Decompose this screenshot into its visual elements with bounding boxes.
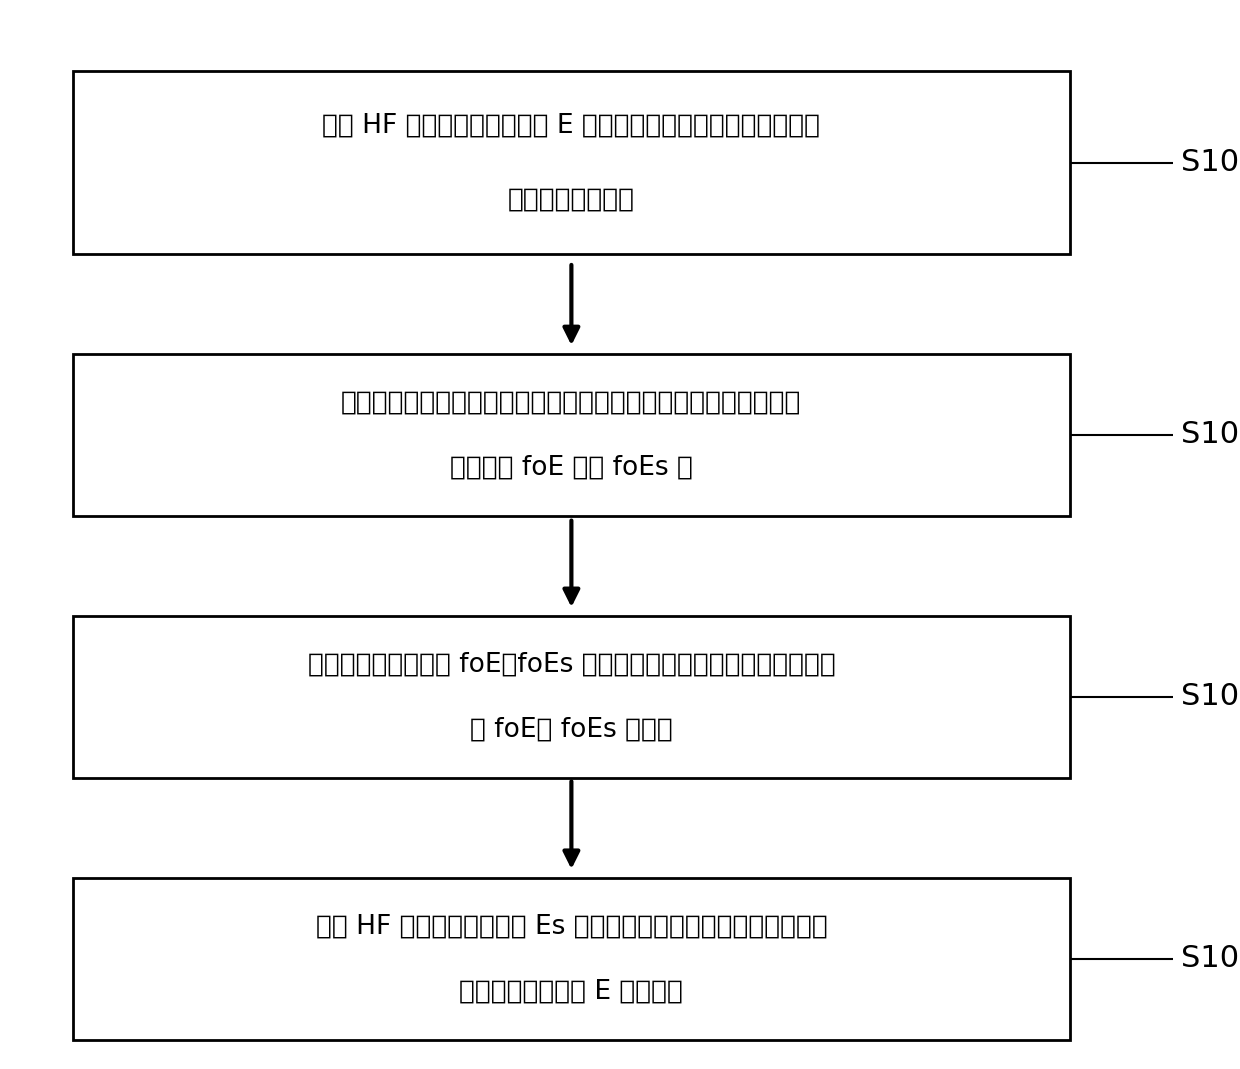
Bar <box>73 71 1070 254</box>
Text: S101: S101 <box>1182 149 1240 177</box>
Text: 根据 HF 链路经纬度计算该链 E 层屏蔽和路大圆距离、反射点位置: 根据 HF 链路经纬度计算该链 E 层屏蔽和路大圆距离、反射点位置 <box>322 113 821 139</box>
Text: 处垂测的 foE 值和 foEs 值: 处垂测的 foE 值和 foEs 值 <box>450 454 693 480</box>
Text: 根据 HF 通信特点来确定强 Es 发生条件，计算反射点处的电离层吸: 根据 HF 通信特点来确定强 Es 发生条件，计算反射点处的电离层吸 <box>315 913 827 940</box>
Bar <box>73 878 1070 1040</box>
Bar <box>73 616 1070 778</box>
Text: 根据反射点处电离层垂直探测图和电离层斜向探测图，获取反射点: 根据反射点处电离层垂直探测图和电离层斜向探测图，获取反射点 <box>341 389 801 416</box>
Text: S104: S104 <box>1182 944 1240 973</box>
Bar <box>73 354 1070 516</box>
Text: 若反射点处无电离层 foE、foEs 观测值，利用附近台站观测数据，重: 若反射点处无电离层 foE、foEs 观测值，利用附近台站观测数据，重 <box>308 651 836 678</box>
Text: 收损耗，计算偶发 E 层的场强: 收损耗，计算偶发 E 层的场强 <box>460 978 683 1004</box>
Text: S102: S102 <box>1182 420 1240 449</box>
Text: S103: S103 <box>1182 682 1240 711</box>
Text: 构 foE、 foEs 观测值: 构 foE、 foEs 观测值 <box>470 716 673 742</box>
Text: 及其电子回旋频率: 及其电子回旋频率 <box>508 186 635 213</box>
